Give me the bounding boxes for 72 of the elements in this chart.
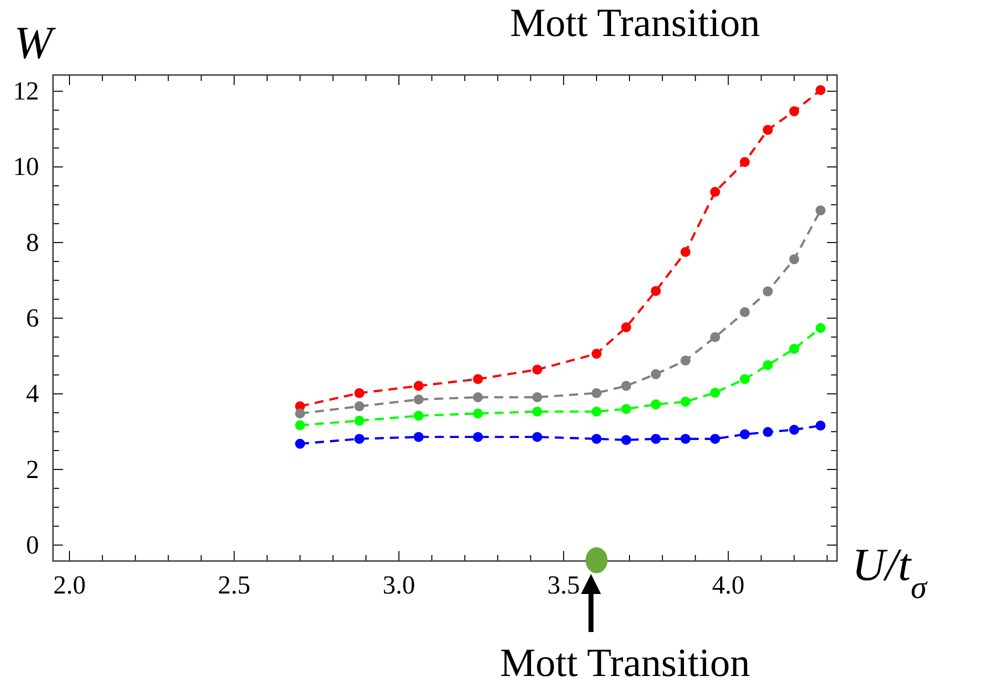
point [762,286,773,296]
point [532,406,542,417]
x-tick-label: 2.5 [218,570,250,600]
point [621,404,632,414]
y-axis-title: W [14,17,56,68]
y-tick-label: 2 [26,454,39,484]
point [710,388,720,398]
point [816,205,826,216]
y-tick-label: 10 [13,152,39,182]
point [650,369,661,380]
point [680,434,690,444]
point [295,420,306,430]
point [414,380,424,391]
point [816,420,826,431]
point [710,186,720,197]
point [789,344,800,354]
y-tick-label: 4 [26,379,39,408]
y-tick-label: 6 [26,304,39,333]
x-tick-label: 4.0 [712,570,745,600]
point [621,380,632,391]
point [762,124,773,135]
point [740,156,750,167]
point [762,360,773,370]
point [680,247,690,257]
point [592,406,602,417]
point [414,410,424,421]
point [710,434,720,444]
point [789,424,800,435]
point [354,401,364,412]
point [295,408,306,418]
point [586,547,608,574]
point [621,434,632,445]
point [621,322,632,332]
point [680,396,690,407]
x-tick-label: 2.0 [53,570,86,600]
point [710,332,720,342]
point [354,388,364,398]
point [472,432,483,442]
y-tick-label: 8 [26,228,39,257]
x-tick-label: 3.5 [547,570,580,600]
point [472,392,483,402]
chart-title: Mott Transition [510,0,760,45]
point [354,416,364,426]
point [472,408,483,418]
point [295,438,306,449]
point [650,399,661,410]
point [816,323,826,334]
point [592,434,602,444]
point [762,427,773,438]
x-tick-label: 3.0 [382,570,416,600]
y-tick-label: 12 [13,76,39,106]
point [789,254,800,264]
point [414,432,424,442]
point [650,286,661,296]
point [592,388,602,398]
y-tick-label: 0 [26,530,39,560]
point [532,364,542,375]
x-axis-title: U/t$_{σ}$ [852,539,928,605]
point [532,432,542,442]
point [354,434,364,444]
text: Mott Transition [500,640,750,684]
point [414,394,424,405]
point [650,434,661,444]
point [740,307,750,318]
point [472,374,483,384]
point [740,429,750,440]
point [740,374,750,384]
point [816,85,826,96]
point [532,392,542,402]
point [680,356,690,366]
point [592,348,602,359]
point [789,106,800,116]
